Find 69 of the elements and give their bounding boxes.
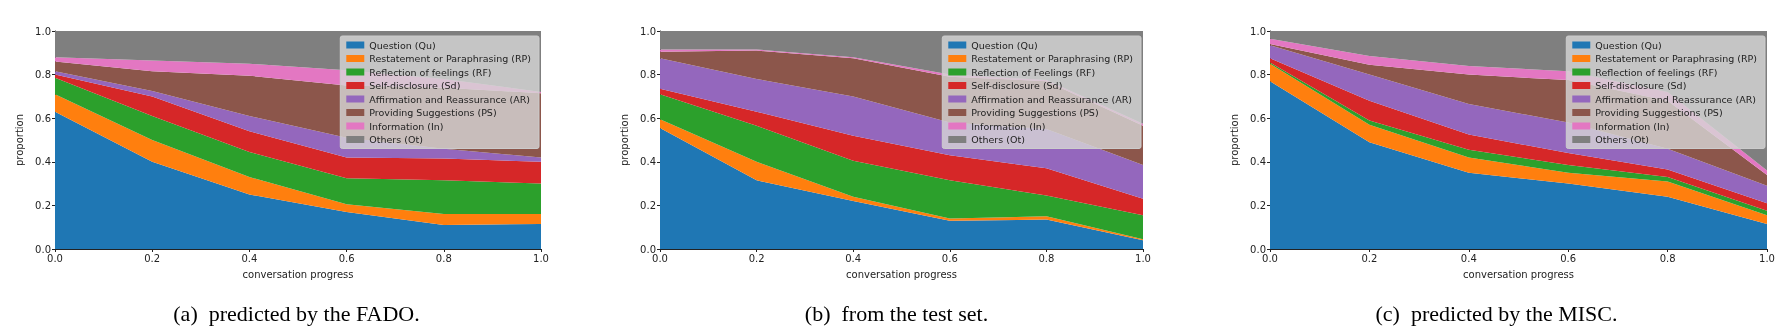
x-axis-title: conversation progress	[242, 268, 354, 280]
x-tick-label: 0.0	[1262, 252, 1278, 264]
legend-label: Others (Ot)	[369, 134, 423, 145]
legend-label: Information (In)	[971, 120, 1046, 132]
y-axis-title: proportion	[618, 113, 630, 167]
y-tick-label: 0.0	[1250, 243, 1266, 255]
x-tick-label: 0.2	[1361, 252, 1378, 264]
y-tick-label: 1.0	[640, 25, 656, 37]
x-tick-label: 1.0	[533, 252, 549, 264]
x-tick-label: 0.2	[144, 252, 161, 264]
y-tick-label: 0.6	[640, 112, 656, 124]
legend-label: Question (Qu)	[971, 39, 1038, 51]
legend-label: Restatement or Paraphrasing (RP)	[971, 53, 1133, 64]
y-tick-label: 0.6	[35, 112, 51, 124]
legend-label: Reflection of Feelings (RF)	[971, 66, 1096, 78]
y-tick-label: 0.0	[640, 243, 656, 255]
y-tick-label: 0.2	[1250, 199, 1266, 211]
x-tick-label: 0.8	[1659, 252, 1676, 264]
y-tick-label: 0.8	[35, 69, 51, 81]
legend-label: Question (Qu)	[1595, 39, 1662, 51]
legend-label: Others (Ot)	[971, 134, 1025, 145]
x-tick-label: 0.2	[748, 252, 765, 264]
y-tick-label: 0.2	[35, 199, 51, 211]
x-tick-label: 0.6	[338, 252, 355, 264]
y-tick-label: 0.8	[640, 69, 656, 81]
x-tick-label: 0.8	[1038, 252, 1055, 264]
legend-label: Information (In)	[369, 120, 444, 132]
y-tick-label: 0.0	[35, 243, 51, 255]
x-tick-label: 0.0	[47, 252, 63, 264]
legend-label: Reflection of feelings (RF)	[369, 66, 492, 78]
legend-label: Information (In)	[1595, 120, 1670, 132]
legend-label: Restatement or Paraphrasing (RP)	[1595, 53, 1757, 64]
y-tick-label: 0.8	[1250, 69, 1266, 81]
x-tick-label: 0.4	[1460, 252, 1477, 264]
y-axis-title: proportion	[1228, 113, 1240, 167]
x-tick-label: 0.6	[941, 252, 958, 264]
legend-label: Restatement or Paraphrasing (RP)	[369, 53, 531, 64]
legend-label: Affirmation and Reassurance (AR)	[971, 93, 1132, 105]
x-tick-label: 1.0	[1135, 252, 1151, 264]
legend-label: Question (Qu)	[369, 39, 436, 51]
y-tick-label: 0.2	[640, 199, 656, 211]
x-axis-title: conversation progress	[1463, 268, 1574, 280]
legend-label: Providing Suggestions (PS)	[971, 107, 1099, 118]
y-tick-label: 1.0	[35, 25, 51, 37]
legend-label: Self-disclosure (Sd)	[1595, 80, 1687, 91]
text: (a) predicted by the FADO.	[173, 300, 420, 326]
legend-label: Self-disclosure (Sd)	[971, 80, 1063, 91]
y-tick-label: 0.6	[1250, 112, 1266, 124]
x-tick-label: 0.0	[652, 252, 668, 264]
x-tick-label: 0.6	[1560, 252, 1577, 264]
legend-label: Others (Ot)	[1595, 134, 1649, 145]
legend-label: Providing Suggestions (PS)	[1595, 107, 1723, 118]
y-axis-title: proportion	[13, 113, 25, 167]
y-tick-label: 1.0	[1250, 25, 1266, 37]
x-tick-label: 0.8	[435, 252, 452, 264]
y-tick-label: 0.4	[640, 156, 656, 168]
y-tick-label: 0.4	[35, 156, 51, 168]
x-tick-label: 0.4	[845, 252, 862, 264]
text: (b) from the test set.	[804, 300, 989, 326]
legend-label: Affirmation and Reassurance (AR)	[1595, 93, 1756, 105]
legend-label: Affirmation and Reassurance (AR)	[369, 93, 530, 105]
legend-label: Providing Suggestions (PS)	[369, 107, 497, 118]
legend-label: Reflection of feelings (RF)	[1595, 66, 1718, 78]
text: (c) predicted by the MISC.	[1375, 300, 1618, 326]
x-tick-label: 0.4	[241, 252, 258, 264]
y-tick-label: 0.4	[1250, 156, 1266, 168]
x-tick-label: 1.0	[1759, 252, 1775, 264]
legend-label: Self-disclosure (Sd)	[369, 80, 461, 91]
x-axis-title: conversation progress	[846, 268, 957, 280]
